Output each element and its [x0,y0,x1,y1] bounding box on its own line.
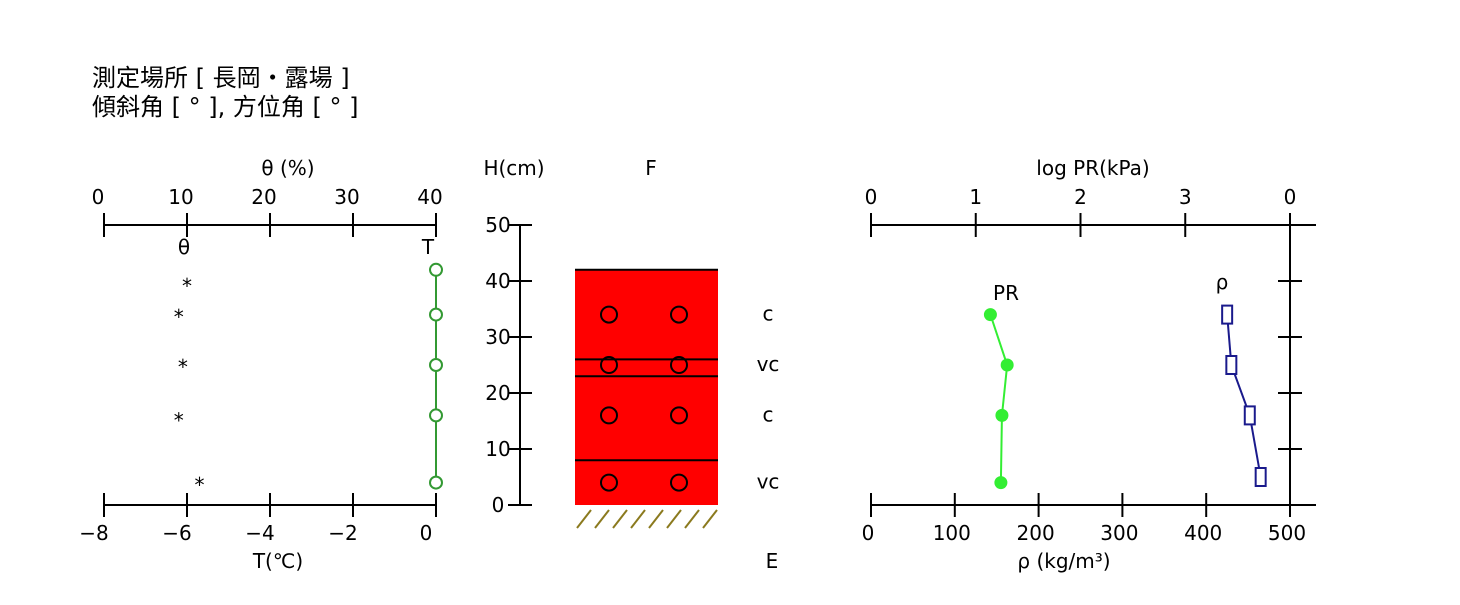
pr-axis-title: log PR(kPa) [1036,156,1149,180]
theta-axis-title: θ (%) [261,156,314,180]
theta-tick-label: 20 [251,185,276,209]
density-tick-label: 0 [862,521,875,545]
density-tick-label: 500 [1268,521,1306,545]
theta-point: * [174,305,184,329]
ground-hatch [576,509,592,529]
density-point [1254,467,1267,487]
theta-point: * [178,355,188,379]
temperature-point [429,475,443,490]
density-point [1243,405,1256,426]
density-axis-title: ρ (kg/m³) [1017,549,1110,573]
sample-marker [670,406,688,425]
pr-density-panel: 0 1 2 3 0 log PR(kPa) 0 100 200 300 400 500 ρ (kg/m³… [862,156,1316,573]
density-tick-label: 400 [1184,521,1222,545]
density-point [1225,355,1238,375]
height-tick-label: 30 [485,325,510,349]
profile-top-label: F [645,156,657,180]
theta-tick-label: 0 [92,185,105,209]
moisture-temperature-panel: 0 10 20 30 40 θ (%) −8 −6 −4 −2 0 T(℃) θ T * * * * * [79,156,443,573]
density-tick-label: 300 [1100,521,1138,545]
ground-hatch [684,509,700,529]
angle-info: 傾斜角 [ ° ], 方位角 [ ° ] [92,93,359,121]
density-tick-label: 200 [1017,521,1055,545]
sample-marker [600,406,618,425]
pr-line [989,314,1009,483]
temperature-point [429,262,443,277]
theta-tick-label: 30 [334,185,359,209]
temperature-point [429,307,443,322]
height-axis-title: H(cm) [483,156,544,180]
grain-type-label: c [763,402,774,426]
ground-hatch [612,509,628,529]
temperature-tick-label: −8 [79,521,108,545]
pr-point [983,308,997,322]
height-tick-label: 50 [485,213,510,237]
theta-point: * [194,473,204,497]
density-tick-label: 100 [933,521,971,545]
pr-tick-label: 2 [1074,185,1087,209]
temperature-tick-label: 0 [420,521,433,545]
profile-bottom-label: E [766,549,779,573]
height-tick-label: 0 [492,493,505,517]
ground-hatch [666,509,682,529]
theta-point: * [174,408,184,432]
pr-point [994,476,1008,490]
temperature-tick-label: −6 [162,521,191,545]
theta-series-label: θ [178,235,190,259]
site-title: 測定場所 [ 長岡・露場 ] [92,64,350,92]
ground-hatch [702,509,718,529]
ground-hatch [630,509,646,529]
pr-tick-label: 3 [1179,185,1192,209]
theta-tick-label: 10 [168,185,193,209]
grain-type-label: c [763,302,774,326]
ground-hatch [648,509,664,529]
temperature-axis-title: T(℃) [252,549,303,573]
snow-layer-block [575,269,718,505]
pr-point [1000,358,1014,372]
temperature-tick-label: −2 [328,521,357,545]
sample-marker [600,305,618,324]
sample-marker [670,356,688,374]
pr-series-label: PR [993,281,1019,305]
sample-marker [670,305,688,324]
ground-hatch [594,509,610,529]
temperature-point [429,358,443,372]
height-tick-label: 10 [485,437,510,461]
temperature-series-label: T [421,235,435,259]
sample-marker [600,473,618,492]
pr-tick-label: 0 [865,185,878,209]
theta-tick-label: 40 [417,185,442,209]
grain-type-label: vc [757,352,780,376]
density-series-label: ρ [1216,270,1229,294]
theta-point: * [182,274,192,298]
temperature-point [429,408,443,423]
pr-tick-label: 1 [969,185,982,209]
sample-marker [600,356,618,374]
density-point [1221,304,1234,325]
grain-type-label: vc [757,470,780,494]
pr-tick-label: 0 [1284,185,1297,209]
height-tick-label: 40 [485,269,510,293]
height-tick-label: 20 [485,381,510,405]
temperature-tick-label: −4 [245,521,274,545]
density-line [1226,314,1262,478]
sample-marker [670,473,688,492]
pr-point [995,408,1009,422]
snow-profile-panel: 0 10 20 30 40 50 H(cm) F Ec vc c vc [483,156,779,573]
